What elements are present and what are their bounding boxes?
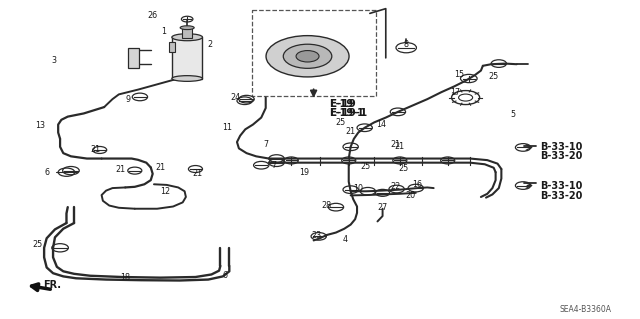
- Text: 13: 13: [35, 121, 45, 130]
- Text: B-33-10: B-33-10: [540, 182, 582, 191]
- Text: 24: 24: [230, 93, 241, 102]
- Text: 21: 21: [116, 165, 126, 174]
- Text: B-33-20: B-33-20: [540, 151, 582, 161]
- Text: 25: 25: [33, 240, 43, 249]
- Text: 25: 25: [361, 162, 371, 171]
- Text: B-33-20: B-33-20: [540, 191, 582, 201]
- Text: 10: 10: [353, 184, 364, 193]
- Text: 12: 12: [161, 187, 170, 196]
- Bar: [172, 37, 202, 78]
- Text: 17: 17: [451, 88, 460, 97]
- Text: 9: 9: [126, 95, 131, 104]
- Text: E-19-1: E-19-1: [330, 108, 364, 118]
- Text: 21: 21: [390, 140, 401, 149]
- Text: 7: 7: [271, 161, 276, 170]
- Text: 28: 28: [321, 201, 332, 210]
- Text: 25: 25: [335, 117, 346, 127]
- Text: 21: 21: [90, 145, 100, 154]
- Text: 27: 27: [378, 203, 388, 212]
- Text: 5: 5: [510, 110, 515, 119]
- Text: 3: 3: [51, 56, 56, 65]
- Text: 18: 18: [120, 272, 130, 281]
- Text: 23: 23: [312, 231, 322, 240]
- Text: E-19-1: E-19-1: [330, 108, 367, 118]
- Text: 25: 25: [488, 72, 499, 81]
- Text: 25: 25: [398, 164, 408, 173]
- Text: E-19: E-19: [330, 99, 354, 109]
- Text: 22: 22: [390, 182, 401, 191]
- Text: FR.: FR.: [43, 280, 61, 290]
- Text: 1: 1: [161, 27, 166, 36]
- Circle shape: [266, 36, 349, 77]
- Text: 7: 7: [263, 140, 268, 149]
- Ellipse shape: [180, 26, 194, 30]
- Circle shape: [296, 50, 319, 62]
- Bar: [182, 28, 192, 38]
- Bar: [169, 42, 175, 51]
- Text: 21: 21: [156, 163, 165, 172]
- Text: 26: 26: [148, 11, 157, 20]
- Text: 8: 8: [404, 40, 409, 49]
- Text: 11: 11: [223, 122, 232, 132]
- Text: 21: 21: [346, 127, 356, 136]
- Circle shape: [284, 44, 332, 68]
- Text: E-19: E-19: [330, 99, 355, 109]
- Text: 6: 6: [223, 271, 228, 280]
- Bar: [129, 48, 139, 68]
- Text: 21: 21: [395, 142, 405, 151]
- Text: 16: 16: [412, 181, 422, 189]
- Ellipse shape: [172, 34, 202, 41]
- Text: 15: 15: [454, 70, 464, 79]
- Text: B-33-10: B-33-10: [540, 142, 582, 152]
- Text: SEA4-B3360A: SEA4-B3360A: [559, 305, 611, 314]
- Ellipse shape: [172, 76, 202, 81]
- Text: 20: 20: [406, 190, 416, 200]
- Text: 6: 6: [44, 168, 49, 177]
- Text: 21: 21: [193, 169, 202, 178]
- Bar: [252, 10, 376, 96]
- Text: 2: 2: [207, 40, 212, 49]
- Text: 4: 4: [343, 235, 348, 244]
- Text: 14: 14: [376, 120, 386, 129]
- Text: 19: 19: [299, 168, 309, 177]
